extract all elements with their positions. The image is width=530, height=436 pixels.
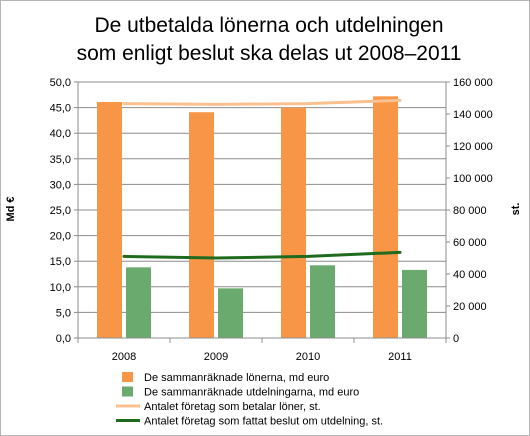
chart-title-line-1: De utbetalda lönerna och utdelningen: [94, 14, 443, 37]
bar: [97, 101, 122, 338]
x-axis-ticks: 2008 2009 2010 2011: [77, 338, 447, 363]
y-tick-label: 5,0: [56, 307, 71, 319]
y2-tick-label: 160 000: [453, 77, 493, 89]
y-tick-label: 20,0: [50, 231, 71, 243]
x-tick-label: 2011: [388, 351, 412, 363]
legend-label: De sammanräknade lönerna, md euro: [144, 372, 329, 384]
y2-axis-title: st.: [510, 203, 522, 216]
y2-tick-label: 100 000: [453, 173, 493, 185]
bar: [373, 96, 398, 338]
y-tick-label: 35,0: [50, 154, 71, 166]
y2-tick-label: 20 000: [453, 301, 487, 313]
bars: [97, 96, 427, 338]
bar: [189, 112, 214, 338]
y-tick-label: 0,0: [56, 333, 71, 345]
legend-swatch: [122, 386, 133, 397]
right-axis-ticks: 0 20 000 40 000 60 000 80 000 100 000 120 000 1…: [446, 77, 493, 345]
y-tick-label: 25,0: [50, 205, 71, 217]
y2-tick-label: 80 000: [453, 205, 487, 217]
y2-tick-label: 120 000: [453, 141, 493, 153]
y2-tick-label: 140 000: [453, 109, 493, 121]
y2-tick-label: 60 000: [453, 237, 487, 249]
legend-label: Antalet företag som fattat beslut om utd…: [144, 416, 383, 428]
legend-label: Antalet företag som betalar löner, st.: [144, 401, 321, 413]
chart-title-line-2: som enligt beslut ska delas ut 2008–2011: [77, 42, 462, 65]
legend-label: De sammanräknade utdelningarna, md euro: [144, 387, 359, 399]
x-tick-label: 2009: [204, 351, 228, 363]
y-tick-label: 15,0: [50, 256, 71, 268]
left-axis-ticks: 0,0 5,0 10,0 15,0 20,0 25,0 30,0 35,0 40,0 45,0 50…: [50, 77, 78, 345]
y-tick-label: 45,0: [50, 103, 71, 115]
y2-tick-label: 0: [453, 333, 459, 345]
y-tick-label: 50,0: [50, 77, 71, 89]
bar: [310, 265, 335, 338]
bar: [402, 269, 427, 338]
y-tick-label: 40,0: [50, 128, 71, 140]
x-tick-label: 2010: [296, 351, 320, 363]
x-tick-label: 2008: [112, 351, 136, 363]
legend-swatch: [122, 372, 133, 382]
series-line: [122, 250, 402, 260]
series-line: [122, 98, 402, 106]
y-axis-title: Md €: [5, 196, 17, 221]
y-tick-label: 10,0: [50, 282, 71, 294]
legend: De sammanräknade lönerna, md euro De samm…: [116, 372, 383, 428]
bar: [126, 267, 151, 338]
series-lines: [122, 98, 402, 260]
y-tick-label: 30,0: [50, 179, 71, 191]
bar: [218, 288, 243, 338]
y2-tick-label: 40 000: [453, 269, 487, 281]
bar: [281, 107, 306, 338]
